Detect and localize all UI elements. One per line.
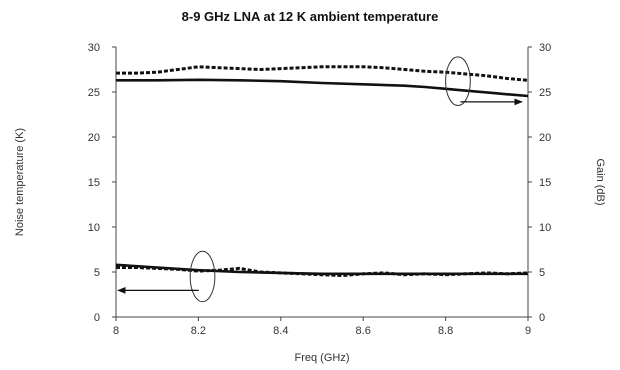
x-tick-label: 8.6 (356, 325, 371, 337)
y2-axis-label: Gain (dB) (594, 158, 606, 205)
y-tick-label: 25 (88, 87, 100, 99)
x-tick-label: 8.4 (273, 325, 288, 337)
annotations (117, 56, 523, 303)
y-tick-label: 5 (94, 267, 100, 279)
x-axis-label: Freq (GHz) (295, 352, 350, 364)
series-lines (115, 65, 529, 278)
x-tick-label: 8 (113, 325, 119, 337)
x-tick-label: 8.2 (191, 325, 206, 337)
y2-tick-label: 0 (539, 312, 545, 324)
y-tick-label: 30 (88, 42, 100, 54)
y2-tick-label: 20 (539, 132, 551, 144)
annotation-ellipse-1 (189, 250, 216, 303)
plot-area (115, 47, 529, 318)
x-tick-label: 9 (525, 325, 531, 337)
x-tick-label: 8.8 (438, 325, 453, 337)
annotation-ellipse-2 (445, 56, 471, 106)
chart-title: 8-9 GHz LNA at 12 K ambient temperature (181, 9, 439, 24)
y-tick-label: 0 (94, 312, 100, 324)
y-axis-label: Noise temperature (K) (14, 128, 26, 236)
series-line-1 (116, 65, 529, 82)
y2-tick-label: 15 (539, 177, 551, 189)
series-line-2 (116, 78, 529, 98)
y2-tick-label: 5 (539, 267, 545, 279)
y2-tick-label: 30 (539, 42, 551, 54)
y2-tick-label: 10 (539, 222, 551, 234)
y2-tick-label: 25 (539, 87, 551, 99)
y-tick-label: 10 (88, 222, 100, 234)
y-tick-label: 15 (88, 177, 100, 189)
series-line-4 (115, 263, 528, 276)
y-tick-label: 20 (88, 132, 100, 144)
